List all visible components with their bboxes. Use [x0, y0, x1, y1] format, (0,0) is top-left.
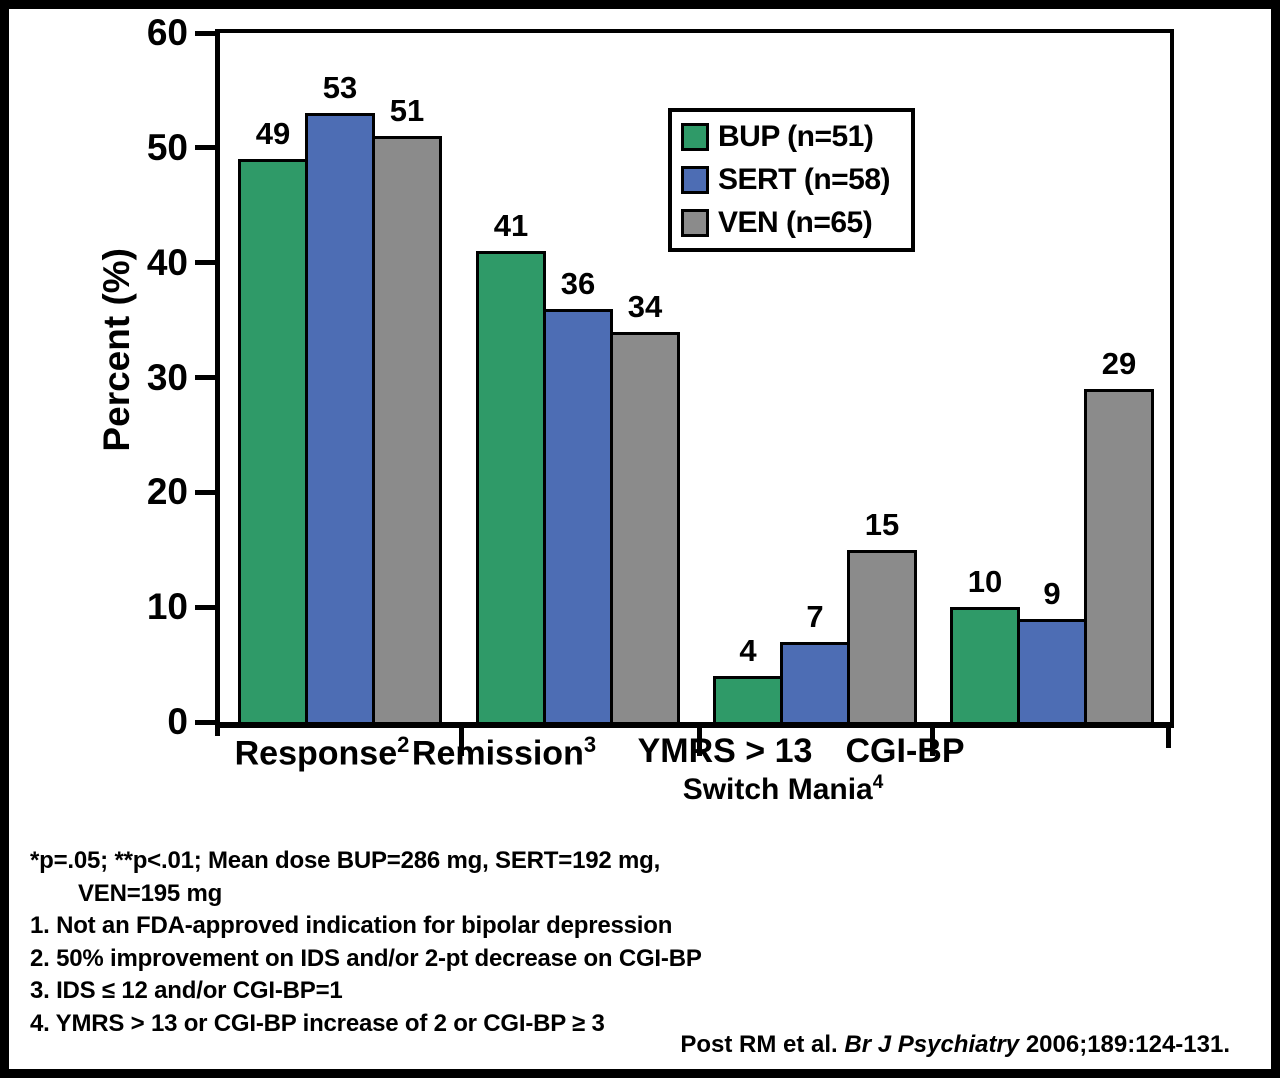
bar-value-label: 41 — [493, 208, 529, 243]
bar-bup-1 — [476, 251, 546, 722]
legend-swatch-icon — [681, 165, 709, 194]
y-axis-tick-label: 30 — [146, 357, 188, 398]
x-axis-category-label: YMRS > 13 — [638, 732, 813, 771]
y-axis-tick-label: 0 — [167, 701, 188, 742]
bar-bup-0 — [238, 159, 308, 722]
x-axis-group-annotation-sup: 4 — [872, 772, 884, 793]
x-axis-category-text: Remission — [411, 734, 584, 773]
x-axis-category-text: CGI-BP — [845, 732, 965, 770]
bar-sert-3 — [1017, 619, 1087, 722]
footnote-line: VEN=195 mg — [78, 879, 223, 907]
bar-value-label: 34 — [627, 289, 663, 324]
x-axis-group-annotation: Switch Mania4 — [683, 772, 884, 807]
footnote-line: 3. IDS ≤ 12 and/or CGI-BP=1 — [30, 977, 343, 1004]
y-axis-tick-label: 60 — [146, 12, 188, 53]
bar-ven-1 — [610, 332, 680, 722]
footnote-line: 4. YMRS > 13 or CGI-BP increase of 2 or … — [30, 1009, 605, 1037]
legend-swatch-icon — [681, 208, 709, 237]
x-axis-category-label: Remission3 — [412, 732, 596, 773]
x-axis-tick — [697, 722, 702, 756]
bar-value-label: 9 — [1043, 576, 1061, 611]
bar-sert-0 — [305, 113, 375, 722]
legend-swatch-icon — [681, 123, 709, 152]
y-axis-tick — [195, 490, 216, 495]
citation-journal: Br J Psychiatry — [844, 1031, 1020, 1058]
bar-value-label: 29 — [1101, 346, 1137, 381]
y-axis-tick-label: 20 — [146, 471, 188, 512]
legend-label: SERT (n=58) — [718, 162, 891, 196]
legend: BUP (n=51) SERT (n=58) VEN (n=65) — [668, 108, 915, 252]
y-axis-tick — [195, 375, 216, 380]
footnotes: *p=.05; **p<.01; Mean dose BUP=286 mg, S… — [30, 845, 702, 1040]
bar-value-label: 53 — [322, 70, 358, 105]
legend-label: BUP (n=51) — [718, 120, 874, 154]
footnote-line: 2. 50% improvement on IDS and/or 2-pt de… — [30, 944, 702, 972]
y-axis-tick — [195, 145, 216, 150]
y-axis-tick-label: 40 — [146, 242, 188, 283]
x-axis-tick — [459, 722, 464, 756]
bar-ven-0 — [372, 136, 442, 722]
legend-item: VEN (n=65) — [681, 206, 905, 240]
bar-value-label: 7 — [806, 599, 824, 634]
bar-sert-2 — [780, 642, 850, 722]
y-axis-tick-label: 10 — [146, 586, 188, 627]
y-axis-tick — [195, 31, 216, 36]
x-axis-tick — [215, 722, 220, 736]
x-axis-category-label: Response2 — [235, 732, 410, 773]
footnote-line: *p=.05; **p<.01; Mean dose BUP=286 mg, S… — [30, 847, 661, 874]
footnote-line: 1. Not an FDA-approved indication for bi… — [30, 912, 673, 939]
x-axis-group-annotation-text: Switch Mania — [682, 773, 873, 806]
legend-label: VEN (n=65) — [718, 205, 873, 239]
x-axis-tick — [1166, 722, 1171, 748]
y-axis-tick-label: 50 — [146, 127, 188, 168]
y-axis-tick — [195, 720, 216, 725]
citation-authors: Post RM et al. — [680, 1031, 845, 1058]
citation: Post RM et al. Br J Psychiatry 2006;189:… — [680, 1031, 1230, 1059]
x-axis-category-text: Response — [234, 734, 398, 773]
y-axis-tick — [195, 605, 216, 610]
bar-ven-3 — [1084, 389, 1154, 722]
bar-value-label: 15 — [864, 507, 900, 542]
bar-value-label: 36 — [560, 266, 596, 301]
legend-item: SERT (n=58) — [681, 163, 905, 197]
x-axis-tick — [930, 722, 935, 756]
legend-item: BUP (n=51) — [681, 120, 905, 154]
bar-value-label: 49 — [255, 116, 291, 151]
x-axis-category-sup: 3 — [583, 732, 597, 757]
bar-ven-2 — [847, 550, 917, 722]
bar-value-label: 4 — [739, 633, 757, 668]
y-axis-tick — [195, 260, 216, 265]
bar-value-label: 51 — [389, 93, 425, 128]
x-axis-category-sup: 2 — [397, 732, 410, 757]
bar-value-label: 10 — [967, 564, 1003, 599]
bar-bup-3 — [950, 607, 1020, 722]
bar-bup-2 — [713, 676, 783, 722]
bar-sert-1 — [543, 309, 613, 722]
x-axis-category-text: YMRS > 13 — [637, 732, 813, 770]
x-axis-category-label: CGI-BP — [846, 732, 965, 771]
citation-reference: 2006;189:124-131. — [1019, 1031, 1230, 1058]
